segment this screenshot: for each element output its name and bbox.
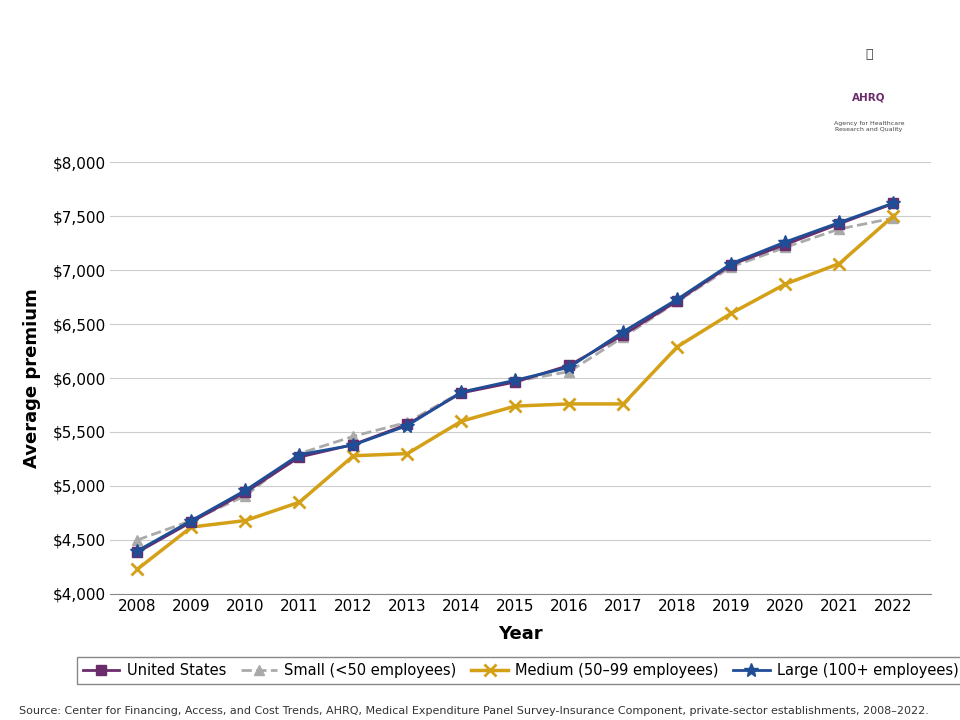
Medium (50–99 employees) [456,417,468,426]
Large (100+ employees) [780,238,791,246]
Medium (50–99 employees) [185,523,197,531]
United States [401,420,413,428]
Large (100+ employees) [348,441,359,449]
Text: AHRQ: AHRQ [852,93,885,103]
Small (<50 employees) [240,491,252,500]
Text: Source: Center for Financing, Access, and Cost Trends, AHRQ, Medical Expenditure: Source: Center for Financing, Access, an… [19,706,929,716]
Small (<50 employees) [401,418,413,426]
Medium (50–99 employees) [132,564,143,573]
Large (100+ employees) [240,486,252,495]
Medium (50–99 employees) [833,259,845,268]
Large (100+ employees) [510,376,521,384]
Small (<50 employees) [780,243,791,252]
United States [240,488,252,497]
Medium (50–99 employees) [240,516,252,525]
Small (<50 employees) [294,449,305,458]
X-axis label: Year: Year [498,625,543,643]
United States [726,261,737,269]
United States [617,330,629,339]
Small (<50 employees) [456,388,468,397]
Medium (50–99 employees) [888,212,900,220]
United States [564,361,575,369]
Small (<50 employees) [132,536,143,544]
Large (100+ employees) [132,546,143,555]
Legend: United States, Small (<50 employees), Medium (50–99 employees), Large (100+ empl: United States, Small (<50 employees), Me… [77,657,960,684]
Medium (50–99 employees) [780,280,791,289]
Small (<50 employees) [888,214,900,222]
Large (100+ employees) [185,516,197,525]
Large (100+ employees) [672,295,684,304]
Large (100+ employees) [726,259,737,268]
Large (100+ employees) [294,451,305,459]
Medium (50–99 employees) [401,449,413,458]
United States [132,548,143,557]
Text: Figure 6. Average total single premium per enrolled private-: Figure 6. Average total single premium p… [56,36,789,56]
United States [888,199,900,208]
Large (100+ employees) [617,327,629,336]
Small (<50 employees) [833,225,845,233]
Medium (50–99 employees) [726,309,737,318]
United States [780,240,791,249]
Medium (50–99 employees) [564,400,575,408]
Small (<50 employees) [564,367,575,376]
Text: 🦅: 🦅 [865,48,873,61]
United States [672,297,684,305]
Large (100+ employees) [564,363,575,372]
United States [294,453,305,462]
United States [833,220,845,228]
Medium (50–99 employees) [617,400,629,408]
Large (100+ employees) [456,388,468,397]
Text: sector employee, overall and by firm size, 2008–2022: sector employee, overall and by firm siz… [99,94,746,114]
Large (100+ employees) [401,421,413,430]
United States [456,389,468,397]
Line: Large (100+ employees): Large (100+ employees) [131,196,900,558]
Line: Small (<50 employees): Small (<50 employees) [132,213,899,545]
Medium (50–99 employees) [672,343,684,351]
Text: Agency for Healthcare
Research and Quality: Agency for Healthcare Research and Quali… [833,121,904,132]
Line: Medium (50–99 employees): Medium (50–99 employees) [132,210,899,575]
Line: United States: United States [132,199,899,557]
Medium (50–99 employees) [294,498,305,507]
Small (<50 employees) [185,516,197,525]
Medium (50–99 employees) [348,451,359,460]
United States [348,440,359,449]
Large (100+ employees) [833,218,845,227]
United States [510,378,521,387]
Small (<50 employees) [510,377,521,386]
Small (<50 employees) [672,297,684,306]
Medium (50–99 employees) [510,402,521,410]
United States [185,518,197,526]
Y-axis label: Average premium: Average premium [23,288,41,468]
Ellipse shape [804,0,934,148]
Small (<50 employees) [617,333,629,341]
Small (<50 employees) [348,432,359,441]
Large (100+ employees) [888,199,900,207]
Small (<50 employees) [726,263,737,271]
